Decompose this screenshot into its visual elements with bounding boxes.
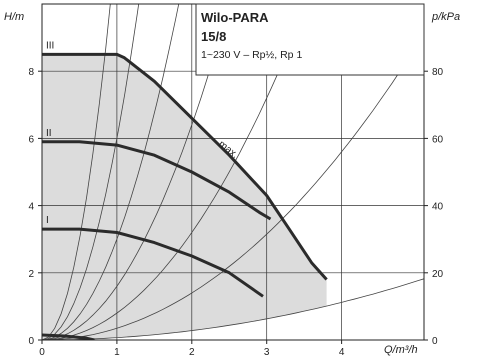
y-right-tick-label: 0 — [432, 336, 438, 347]
y-tick-label: 0 — [28, 336, 34, 347]
title-box — [195, 3, 425, 76]
pump-curve-III — [42, 52, 328, 281]
y-axis-right-label: p/kPa — [431, 11, 460, 23]
system-curve — [42, 4, 180, 340]
y-right-tick-label: 80 — [432, 67, 444, 78]
y-right-tick-label: 20 — [432, 269, 444, 280]
curve-label-III: III — [46, 40, 54, 51]
y-tick-label: 2 — [28, 269, 34, 280]
system-curve — [42, 33, 424, 340]
y-right-tick-label: 60 — [432, 134, 444, 145]
y-tick-label: 6 — [28, 134, 34, 145]
x-tick-label: 3 — [264, 347, 270, 358]
system-curve — [42, 278, 424, 340]
y-axis-label: H/m — [4, 11, 24, 23]
x-axis-label: Q/m³/h — [384, 344, 418, 356]
y-tick-label: 4 — [28, 202, 34, 213]
pump-curve-II — [42, 140, 272, 221]
x-tick-label: 2 — [189, 347, 195, 358]
x-tick-label: 4 — [339, 347, 345, 358]
y-right-tick-label: 40 — [432, 202, 444, 213]
chart-subtitle: 1~230 V – Rp½, Rp 1 — [201, 49, 302, 61]
y-tick-label: 8 — [28, 67, 34, 78]
curve-label-II: II — [46, 128, 52, 139]
chart-title: Wilo-PARA — [201, 10, 269, 25]
system-curve — [42, 4, 140, 340]
pump-curve-I — [42, 227, 264, 298]
operating-area — [42, 54, 327, 340]
x-tick-label: 1 — [114, 347, 120, 358]
system-curve — [42, 4, 111, 340]
x-tick-label: 0 — [39, 347, 45, 358]
chart-model: 15/8 — [201, 29, 226, 44]
curve-label-I: I — [46, 215, 49, 226]
pump-curve-min — [42, 333, 95, 340]
